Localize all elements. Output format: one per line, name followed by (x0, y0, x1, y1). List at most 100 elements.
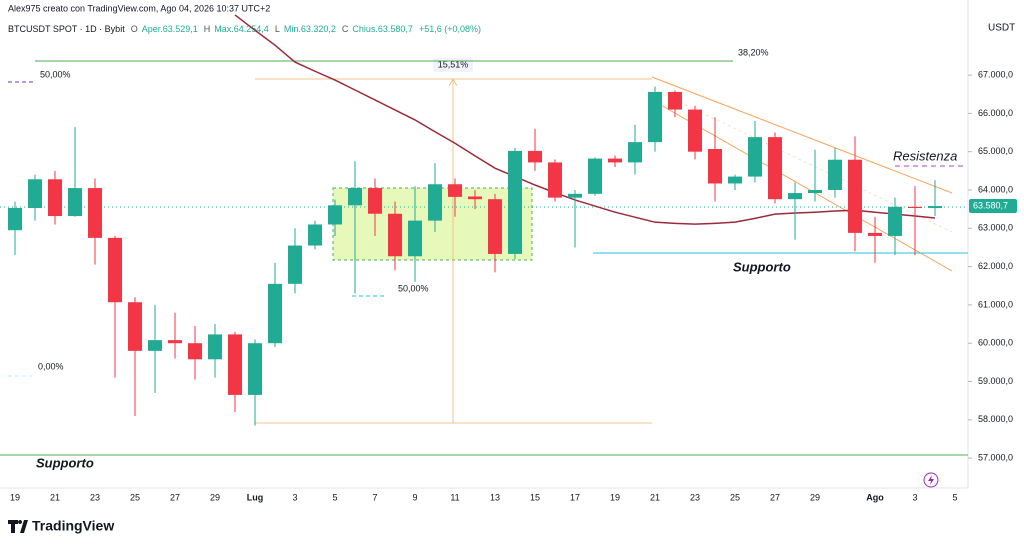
support-label: Supporto (36, 455, 94, 470)
candle-body (8, 207, 22, 231)
x-tick-label: 27 (170, 492, 180, 502)
moving-average (234, 14, 936, 225)
x-tick-label: 17 (570, 492, 580, 502)
candle-body (368, 188, 382, 214)
y-tick-label: 58.000,0 (978, 414, 1013, 424)
candle-body (648, 91, 662, 143)
price-tag-label: 63.580,7 (973, 200, 1008, 210)
y-tick-label: 67.000,0 (978, 69, 1013, 79)
candle-body (608, 158, 622, 163)
x-tick-label: 23 (690, 492, 700, 502)
x-tick-label: 9 (412, 492, 417, 502)
candle-body (748, 137, 762, 177)
fib-label: 50,00% (398, 283, 429, 293)
x-tick-label: 19 (10, 492, 20, 502)
y-tick-label: 66.000,0 (978, 108, 1013, 118)
candle-body (808, 189, 822, 194)
candle-body (828, 159, 842, 190)
candle-body (848, 159, 862, 233)
candle-body (48, 179, 62, 217)
x-tick-label: 7 (372, 492, 377, 502)
x-tick-label: 13 (490, 492, 500, 502)
fib-label: 0,00% (38, 361, 64, 371)
candle-body (768, 137, 782, 200)
candle-body (408, 220, 422, 257)
candle-body (288, 245, 302, 284)
brand-logo (8, 520, 28, 533)
candle-body (688, 109, 702, 152)
channel-line (651, 76, 953, 194)
candle-body (548, 162, 562, 198)
candle-body (708, 149, 722, 184)
candle-body (208, 334, 222, 360)
candle-body (528, 150, 542, 163)
x-tick-label: 27 (770, 492, 780, 502)
candle-body (668, 91, 682, 110)
y-tick-label: 57.000,0 (978, 452, 1013, 462)
candle-body (868, 232, 882, 236)
y-tick-label: 60.000,0 (978, 338, 1013, 348)
x-tick-label: 5 (952, 492, 957, 502)
x-tick-label: Ago (866, 492, 884, 502)
x-tick-label: 3 (912, 492, 917, 502)
candle-body (108, 237, 122, 303)
legend-value: Max.64.254,4 (214, 24, 269, 34)
y-tick-label: 61.000,0 (978, 299, 1013, 309)
x-tick-label: 29 (210, 492, 220, 502)
candle-body (128, 302, 142, 351)
candle-body (348, 188, 362, 206)
resistance-label: Resistenza (893, 148, 957, 163)
y-tick-label: 65.000,0 (978, 146, 1013, 156)
candle-body (68, 188, 82, 217)
candle-body (188, 343, 202, 360)
x-tick-label: 23 (90, 492, 100, 502)
alert-icon-bolt (928, 475, 934, 485)
legend-value: Min.63.320,2 (284, 24, 336, 34)
legend-value: Chius.63.580,7 (352, 24, 413, 34)
candle-body (228, 334, 242, 395)
candle-body (328, 205, 342, 225)
x-tick-label: 19 (610, 492, 620, 502)
legend-key: O (131, 24, 138, 34)
candle-body (468, 196, 482, 200)
x-tick-label: 11 (450, 492, 459, 502)
candle-body (248, 343, 262, 395)
x-tick-label: 29 (810, 492, 820, 502)
candle-body (428, 184, 442, 221)
candle-body (908, 206, 922, 209)
candle-body (88, 188, 102, 238)
candle-body (168, 340, 182, 344)
candle-body (268, 283, 282, 344)
candle-body (28, 179, 42, 208)
candle-body (588, 158, 602, 194)
price-tag (969, 199, 1017, 214)
y-tick-label: 64.000,0 (978, 184, 1013, 194)
x-tick-label: 15 (530, 492, 540, 502)
legend-change: +51,6 (+0,08%) (419, 24, 481, 34)
y-tick-label: 63.000,0 (978, 223, 1013, 233)
support-label: Supporto (733, 259, 791, 274)
candle-body (308, 224, 322, 246)
x-tick-label: 25 (130, 492, 140, 502)
candle-body (388, 213, 402, 257)
candle-body (568, 193, 582, 198)
y-tick-label: 62.000,0 (978, 261, 1013, 271)
x-tick-label: Lug (247, 492, 264, 502)
range-arrow (448, 77, 458, 87)
range-label: 15,51% (438, 59, 469, 69)
author: Alex975 creato con TradingView.com, Ago … (8, 3, 270, 13)
legend-value: Aper.63.529,1 (142, 24, 198, 34)
axis-unit: USDT (988, 23, 1015, 34)
x-tick-label: 21 (50, 492, 60, 502)
candle-body (888, 206, 902, 236)
candle-body (788, 193, 802, 200)
x-tick-label: 5 (332, 492, 337, 502)
candle-body (488, 199, 502, 254)
candle-body (628, 142, 642, 163)
candle-body (928, 206, 942, 209)
candle-body (728, 176, 742, 184)
brand: TradingView (32, 518, 114, 534)
alert-icon[interactable] (923, 472, 939, 488)
